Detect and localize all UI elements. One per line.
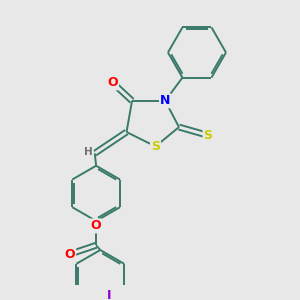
Text: N: N <box>160 94 170 107</box>
Text: I: I <box>107 289 111 300</box>
Text: O: O <box>91 220 101 232</box>
Text: O: O <box>107 76 118 89</box>
Text: O: O <box>64 248 75 261</box>
Text: S: S <box>203 129 212 142</box>
Text: H: H <box>84 147 93 157</box>
Text: S: S <box>151 140 160 153</box>
